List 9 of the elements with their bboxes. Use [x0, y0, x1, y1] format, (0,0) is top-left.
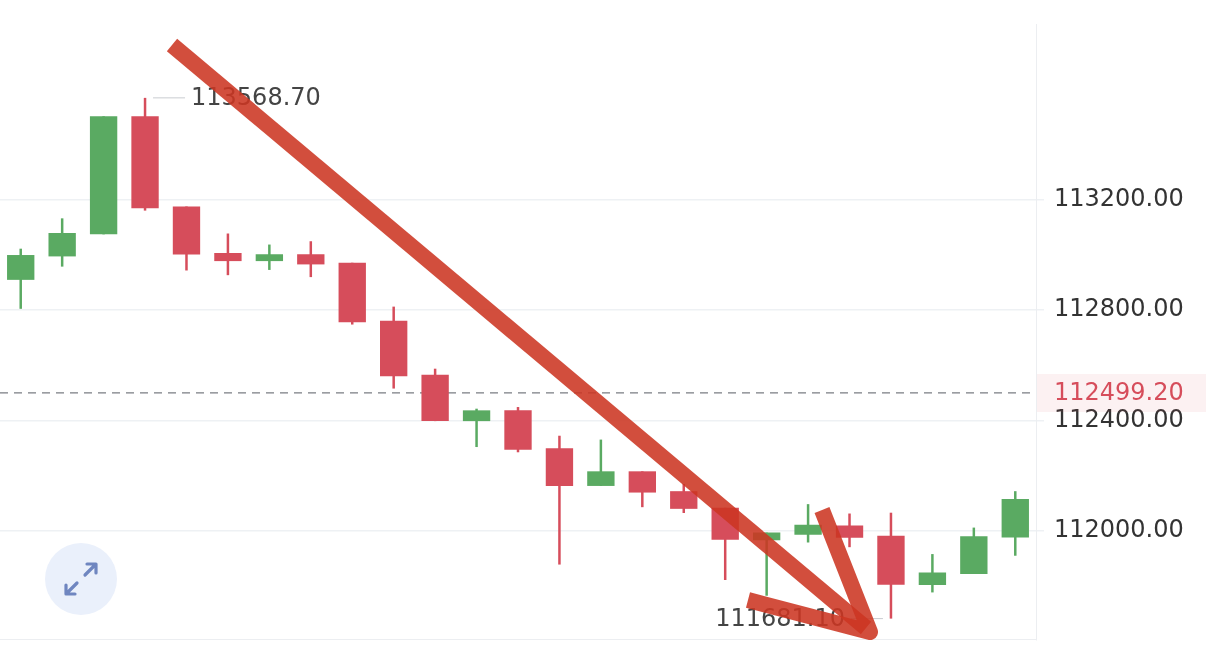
ref-line-label: 112499.20: [1054, 378, 1184, 407]
candlestick: [794, 502, 822, 544]
candlestick: [255, 243, 284, 272]
y-tick-label: 112800.00: [1054, 294, 1184, 323]
candlestick: [297, 239, 325, 279]
y-tick-label: 112400.00: [1054, 404, 1184, 433]
candlestick: [214, 232, 242, 277]
y-tick-label: 113200.00: [1054, 183, 1184, 212]
y-tick-label: 112000.00: [1054, 514, 1184, 543]
